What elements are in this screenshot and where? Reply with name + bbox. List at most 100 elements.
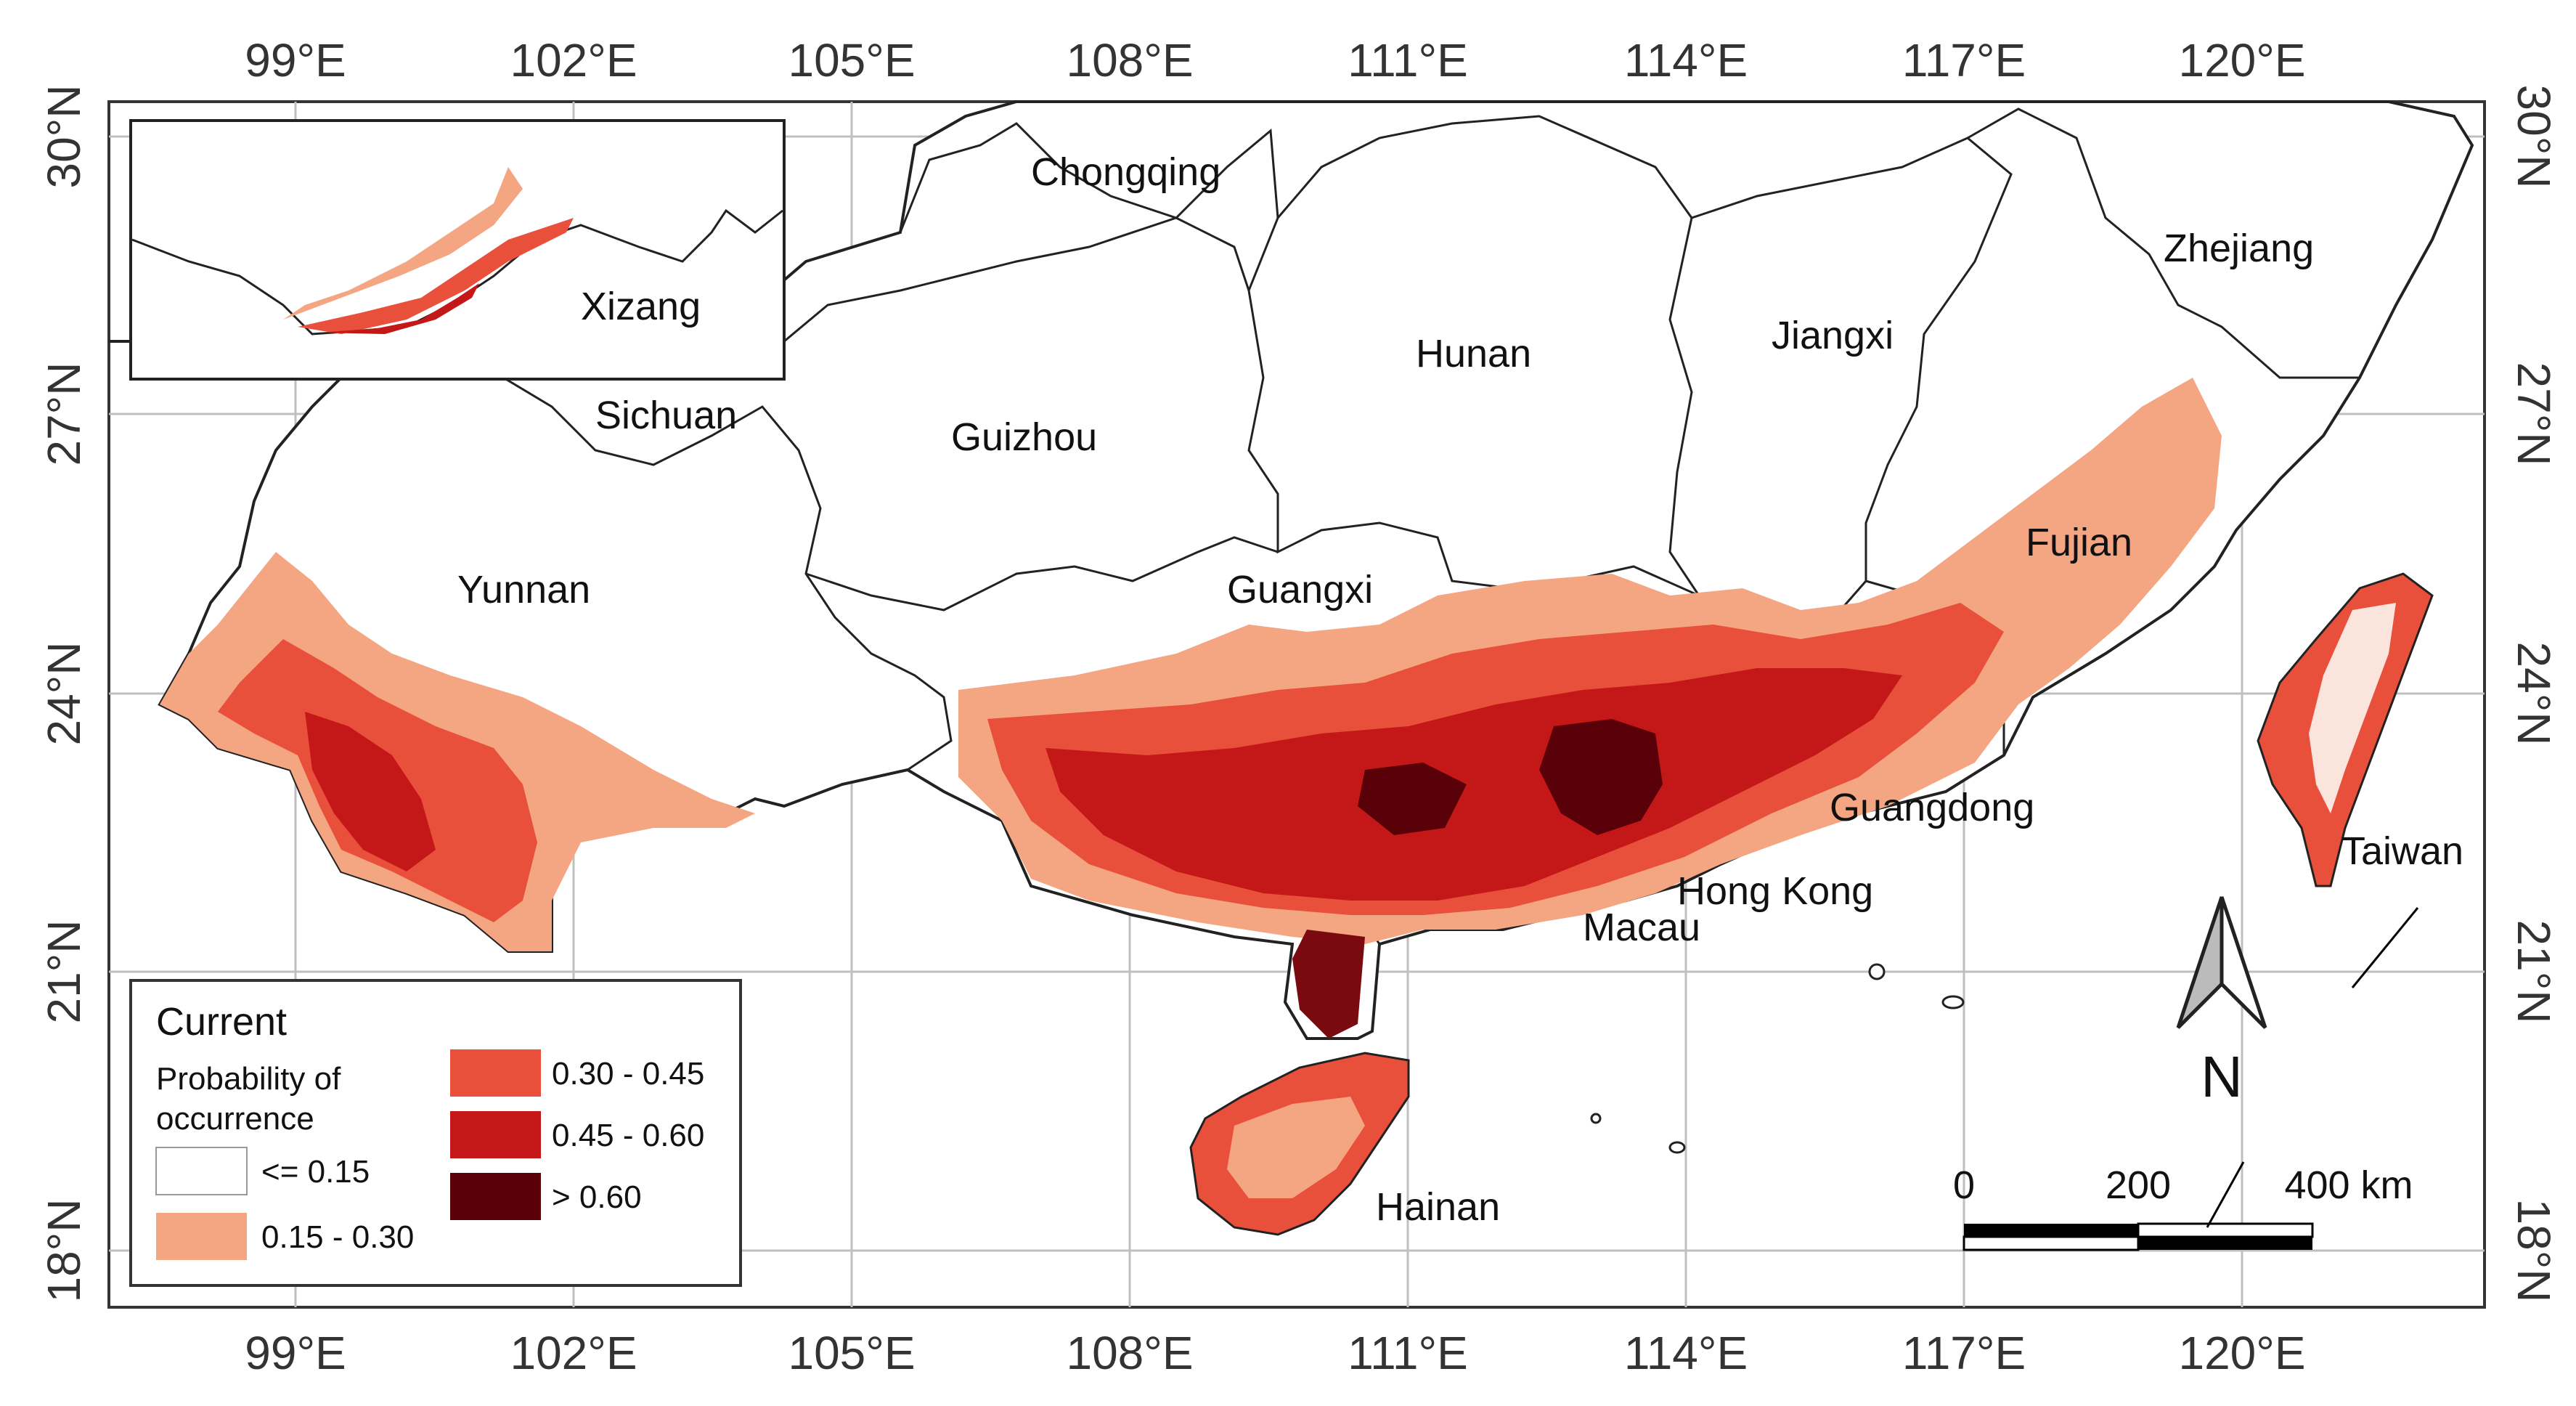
scale-label-end: 400 km [2284, 1163, 2413, 1207]
border-hunan-jiangxi [1276, 115, 1700, 596]
scale-label-mid: 200 [2106, 1163, 2171, 1207]
inset-probability-high [319, 283, 479, 334]
yunnan-south-high [305, 712, 436, 871]
bottom-lon-105: 105°E [788, 1327, 915, 1379]
province-label-chongqing: Chongqing [1031, 150, 1220, 194]
border-guizhou-guangxi [805, 536, 1279, 611]
inset-probability-low [283, 167, 523, 320]
island-c [1668, 1141, 1686, 1154]
inset-border [131, 208, 783, 336]
top-lon-114: 114°E [1624, 34, 1748, 86]
island-a [1941, 995, 1965, 1009]
province-label-guizhou: Guizhou [951, 415, 1097, 459]
bottom-lon-114: 114°E [1624, 1327, 1748, 1379]
border-yunnan-guizhou [478, 362, 953, 771]
scale-label-start: 0 [1953, 1163, 1975, 1207]
legend-label-0: <= 0.15 [261, 1154, 370, 1190]
hainan-island [1189, 1052, 1410, 1236]
province-label-jiangxi: Jiangxi [1772, 314, 1894, 357]
province-labels: Chongqing Sichuan Guizhou Yunnan Hunan J… [457, 150, 2463, 1229]
province-label-taiwan: Taiwan [2341, 829, 2463, 873]
north-arrow-label: N [2201, 1044, 2243, 1109]
xizang-inset: Xizang [129, 119, 786, 381]
border-jiangxi-fujian [1691, 137, 2013, 640]
scale-bar: 0 200 400 km [1953, 907, 2419, 1251]
top-lon-108: 108°E [1066, 34, 1193, 86]
province-label-guangdong: Guangdong [1830, 786, 2034, 829]
probability-surface [160, 378, 2222, 1039]
border-zhejiang [1967, 107, 2360, 379]
top-lon-labels: 99°E 102°E 105°E 108°E 111°E 114°E 117°E… [245, 34, 2305, 86]
top-lon-120: 120°E [2178, 34, 2305, 86]
scale-segment-1-bottom [1962, 1235, 2140, 1251]
taiwan-interior [2309, 603, 2396, 813]
island-b [1868, 963, 1886, 980]
legend-label-1: 0.15 - 0.30 [261, 1219, 414, 1255]
province-label-guangxi: Guangxi [1227, 568, 1373, 611]
left-lat-30: 30°N [38, 85, 90, 189]
legend-subtitle-2: occurrence [156, 1101, 314, 1137]
north-arrow-right-half [2220, 896, 2267, 1029]
top-lon-111: 111°E [1348, 34, 1468, 86]
legend-label-2: 0.30 - 0.45 [552, 1056, 704, 1092]
legend-swatch-2 [450, 1049, 541, 1097]
taiwan-island [2257, 572, 2434, 887]
province-label-hainan: Hainan [1376, 1185, 1500, 1229]
right-lat-labels: 30°N 27°N 24°N 21°N 18°N [2508, 85, 2560, 1303]
top-lon-99: 99°E [245, 34, 346, 86]
scale-segment-1-top [1964, 1224, 2138, 1237]
bottom-lon-117: 117°E [1902, 1327, 2026, 1379]
class-gt-0-60-west [1358, 763, 1467, 835]
province-label-hong-kong: Hong Kong [1677, 869, 1873, 913]
inset-probability-mid [298, 218, 574, 334]
legend-swatch-0 [155, 1147, 248, 1195]
north-arrow: N [2176, 896, 2267, 1109]
left-lat-24: 24°N [38, 642, 90, 746]
inset-separator-line [2351, 907, 2419, 988]
legend-swatch-3 [450, 1111, 541, 1158]
province-label-hunan: Hunan [1416, 332, 1531, 375]
class-gt-0-60-core [1539, 719, 1663, 835]
class-0-45-0-60-south [1046, 668, 1902, 901]
province-label-macau: Macau [1583, 906, 1700, 949]
right-lat-30: 30°N [2508, 85, 2560, 189]
legend-subtitle-1: Probability of [156, 1061, 341, 1097]
left-lat-labels: 30°N 27°N 24°N 21°N 18°N [38, 85, 90, 1303]
legend-title: Current [156, 1000, 287, 1044]
scale-separator-line [2206, 1161, 2245, 1228]
top-lon-117: 117°E [1902, 34, 2026, 86]
bottom-lon-102: 102°E [510, 1327, 637, 1379]
province-label-zhejiang: Zhejiang [2164, 227, 2314, 270]
class-gt-0-60-peninsula [1292, 930, 1365, 1039]
bottom-lon-111: 111°E [1348, 1327, 1468, 1379]
legend-label-3: 0.45 - 0.60 [552, 1118, 704, 1153]
left-lat-27: 27°N [38, 362, 90, 466]
province-label-fujian: Fujian [2026, 521, 2132, 564]
scale-segment-2-bottom [2138, 1237, 2312, 1250]
legend-label-4: > 0.60 [552, 1179, 642, 1215]
island-d [1590, 1113, 1602, 1124]
right-lat-24: 24°N [2508, 642, 2560, 746]
bottom-lon-99: 99°E [245, 1327, 346, 1379]
hainan-interior [1227, 1097, 1365, 1198]
bottom-lon-120: 120°E [2178, 1327, 2305, 1379]
bottom-lon-108: 108°E [1066, 1327, 1193, 1379]
province-label-yunnan: Yunnan [457, 568, 590, 611]
province-label-xizang: Xizang [581, 285, 701, 328]
right-lat-21: 21°N [2508, 920, 2560, 1024]
small-islands [1590, 963, 1965, 1154]
province-label-sichuan: Sichuan [595, 394, 737, 437]
left-lat-21: 21°N [38, 920, 90, 1024]
legend-swatch-4 [450, 1173, 541, 1220]
right-lat-27: 27°N [2508, 362, 2560, 466]
scale-segment-2-top [2137, 1222, 2314, 1238]
legend-swatch-1 [156, 1213, 247, 1260]
bottom-lon-labels: 99°E 102°E 105°E 108°E 111°E 114°E 117°E… [245, 1327, 2305, 1379]
left-lat-18: 18°N [38, 1199, 90, 1303]
top-lon-105: 105°E [788, 34, 915, 86]
right-lat-18: 18°N [2508, 1199, 2560, 1303]
top-lon-102: 102°E [510, 34, 637, 86]
legend: Current Probability of occurrence <= 0.1… [129, 979, 742, 1287]
border-chongqing [899, 122, 1279, 291]
